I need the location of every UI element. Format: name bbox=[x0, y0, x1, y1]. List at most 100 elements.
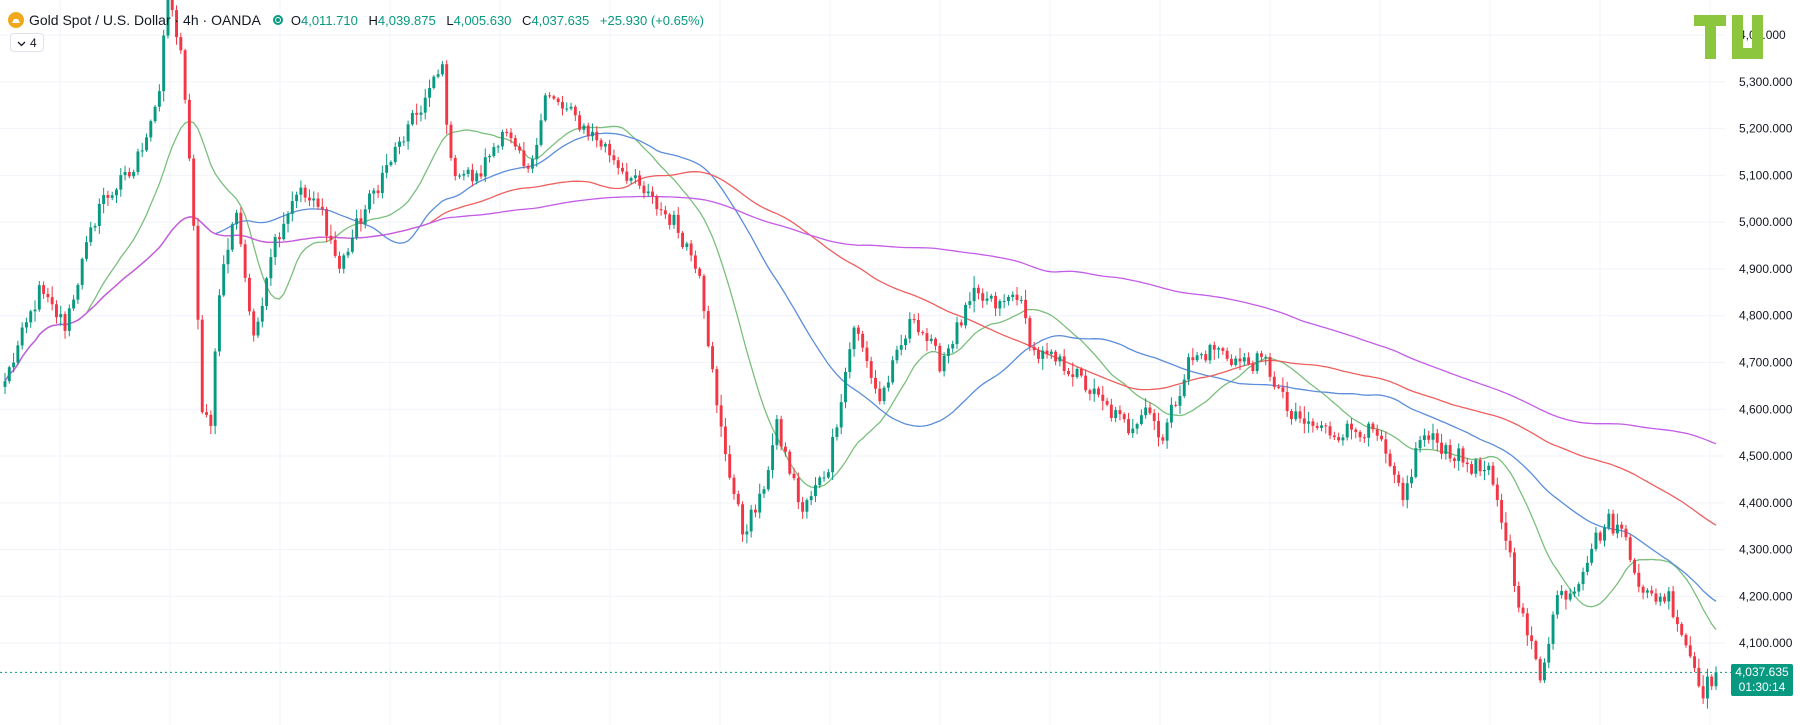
bullish-candle bbox=[1182, 374, 1186, 399]
candle-body bbox=[672, 214, 676, 225]
candle-body bbox=[1345, 423, 1349, 438]
candle-body bbox=[1272, 376, 1276, 387]
candle-body bbox=[959, 322, 963, 326]
candle-body bbox=[908, 319, 912, 339]
candle-body bbox=[1410, 476, 1413, 484]
candle-body bbox=[1658, 596, 1662, 602]
bullish-candle bbox=[492, 142, 496, 158]
indicators-toggle-button[interactable]: 4 bbox=[10, 33, 44, 52]
candle-body bbox=[1028, 318, 1032, 347]
bullish-candle bbox=[419, 105, 423, 122]
bearish-candle bbox=[1157, 412, 1160, 447]
bearish-candle bbox=[46, 287, 50, 303]
bullish-candle bbox=[162, 29, 166, 102]
candle-body bbox=[119, 175, 123, 190]
candle-body bbox=[728, 454, 732, 478]
candle-body bbox=[299, 187, 303, 195]
bullish-candle bbox=[115, 187, 118, 203]
bearish-candle bbox=[599, 138, 603, 151]
bullish-candle bbox=[80, 257, 84, 290]
candle-body bbox=[368, 193, 371, 210]
bullish-candle bbox=[929, 334, 933, 344]
candle-body bbox=[1581, 571, 1585, 585]
candle-body bbox=[599, 140, 603, 147]
candle-body bbox=[904, 338, 907, 346]
candle-body bbox=[651, 191, 654, 197]
bearish-candle bbox=[1654, 588, 1658, 605]
bearish-candle bbox=[1015, 287, 1019, 306]
low-value: 4,005.630 bbox=[453, 12, 512, 28]
candle-body bbox=[548, 95, 552, 97]
bearish-candle bbox=[676, 207, 680, 239]
candle-body bbox=[758, 493, 762, 513]
candle-body bbox=[1482, 469, 1486, 472]
candle-body bbox=[1500, 499, 1504, 523]
candle-body bbox=[24, 322, 28, 328]
candle-body bbox=[891, 360, 895, 383]
bearish-candle bbox=[1054, 349, 1058, 366]
market-status-icon[interactable] bbox=[272, 15, 283, 25]
bearish-candle bbox=[359, 209, 363, 232]
bearish-candle bbox=[1641, 584, 1645, 600]
candle-body bbox=[1461, 448, 1465, 463]
close-label: C bbox=[522, 12, 532, 28]
bearish-candle bbox=[732, 474, 736, 500]
candle-body bbox=[200, 319, 204, 413]
candle-body bbox=[1127, 419, 1130, 434]
candle-body bbox=[1238, 358, 1242, 362]
symbol-title[interactable]: Gold Spot / U.S. Dollar · 4h · OANDA bbox=[29, 12, 261, 28]
candle-body bbox=[55, 304, 58, 318]
candle-body bbox=[783, 446, 787, 452]
bullish-candle bbox=[1594, 527, 1598, 552]
candle-body bbox=[1440, 442, 1444, 454]
candle-body bbox=[1058, 356, 1062, 362]
candle-body bbox=[1650, 590, 1654, 594]
candle-body bbox=[1414, 448, 1418, 477]
bullish-candle bbox=[539, 113, 543, 147]
bearish-candle bbox=[1650, 585, 1654, 597]
candle-body bbox=[762, 489, 766, 494]
bearish-candle bbox=[1272, 371, 1276, 390]
bearish-candle bbox=[1127, 412, 1130, 436]
bullish-candle bbox=[1560, 585, 1564, 599]
bearish-candle bbox=[1362, 434, 1366, 444]
bearish-candle bbox=[1380, 429, 1383, 442]
bullish-candle bbox=[368, 189, 371, 214]
bearish-candle bbox=[1097, 386, 1100, 398]
candle-body bbox=[1290, 411, 1293, 420]
bullish-candle bbox=[12, 352, 16, 373]
candle-body bbox=[1097, 388, 1100, 395]
candle-body bbox=[518, 146, 522, 151]
bullish-candle bbox=[59, 305, 63, 326]
bearish-candle bbox=[1298, 405, 1302, 423]
moving-average-lines bbox=[4, 120, 1717, 630]
candle-body bbox=[162, 35, 166, 92]
candle-body bbox=[582, 125, 586, 130]
candle-body bbox=[1697, 667, 1701, 687]
candle-body bbox=[260, 305, 264, 322]
candle-body bbox=[350, 237, 354, 252]
candle-body bbox=[393, 146, 397, 163]
candle-body bbox=[1229, 358, 1233, 365]
candle-body bbox=[333, 239, 337, 256]
candle-body bbox=[1002, 301, 1006, 303]
candle-body bbox=[1491, 465, 1495, 485]
candle-body bbox=[1174, 404, 1178, 406]
bearish-candle bbox=[1122, 412, 1126, 423]
bullish-candle bbox=[85, 235, 88, 262]
price-axis[interactable]: 4,100.000 4,200.000 4,300.000 4,400.000 4,50… bbox=[1739, 28, 1793, 650]
candle-body bbox=[488, 156, 492, 158]
bearish-candle bbox=[1238, 347, 1242, 371]
bearish-candle bbox=[753, 504, 757, 518]
candle-body bbox=[402, 141, 406, 143]
bullish-candle bbox=[882, 385, 886, 405]
bearish-candle bbox=[1598, 530, 1602, 544]
candle-body bbox=[535, 144, 539, 160]
candle-body bbox=[1131, 428, 1135, 434]
bullish-candle bbox=[1414, 441, 1418, 479]
bearish-candle bbox=[1710, 674, 1714, 691]
bullish-candle bbox=[398, 136, 401, 155]
bearish-candle bbox=[1247, 352, 1251, 366]
bearish-candle bbox=[1491, 461, 1495, 487]
